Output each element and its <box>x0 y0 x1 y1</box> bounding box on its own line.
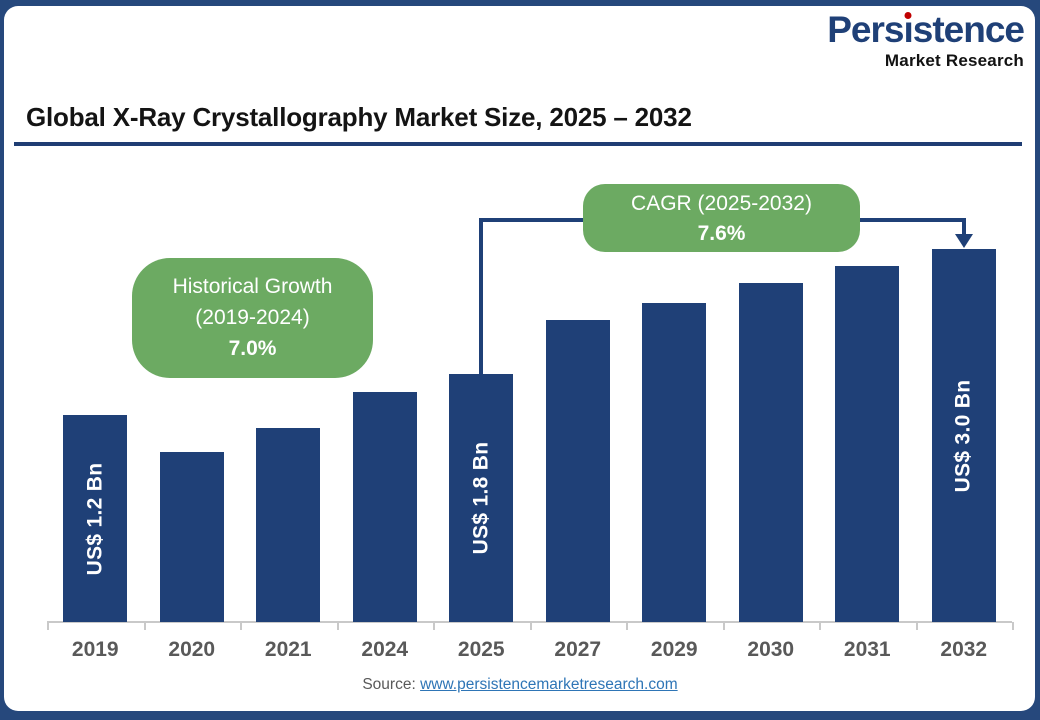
x-axis-tick <box>529 622 532 630</box>
x-axis-label-2021: 2021 <box>264 638 312 661</box>
x-axis-tick <box>143 622 146 630</box>
arrow-down-icon <box>954 234 973 248</box>
connector-riser-2025 <box>479 218 484 374</box>
bar-2020 <box>159 452 224 622</box>
bar-value-label-wrap: US$ 1.2 Bn <box>63 415 127 622</box>
brand-logo: Persıstence Market Research <box>827 9 1025 71</box>
x-axis-tick <box>240 622 242 630</box>
x-axis-label-2029: 2029 <box>650 638 698 661</box>
x-axis-label-2024: 2024 <box>361 638 409 661</box>
x-axis-label-2031: 2031 <box>843 638 891 661</box>
cagr-value: 7.6% <box>697 222 746 245</box>
bar-value-label-2032: US$ 3.0 Bn <box>951 379 975 492</box>
x-axis-label-2027: 2027 <box>554 638 602 661</box>
bar-value-label-2025: US$ 1.8 Bn <box>469 441 493 555</box>
chart-title: Global X-Ray Crystallography Market Size… <box>26 102 692 132</box>
x-axis-tick <box>626 622 628 630</box>
logo-text-part2: stence <box>912 9 1025 50</box>
bar-2024 <box>352 392 417 622</box>
historical-growth-callout: Historical Growth (2019-2024) 7.0% <box>132 258 373 378</box>
bar-2021 <box>256 428 321 622</box>
connector-arrow-stub <box>961 218 966 235</box>
x-axis-label-2019: 2019 <box>71 638 119 661</box>
logo-dotless-i-red-dot: ı <box>903 9 913 50</box>
brand-subtitle: Market Research <box>884 50 1024 70</box>
logo-text-part1: Pers <box>827 9 904 50</box>
bar-2027 <box>545 320 610 622</box>
x-axis-label-2020: 2020 <box>168 638 216 661</box>
x-axis-tick <box>1012 622 1014 630</box>
source-link[interactable]: www.persistencemarketresearch.com <box>420 676 678 693</box>
cagr-callout: CAGR (2025-2032) 7.6% <box>583 184 860 252</box>
source-line: Source: www.persistencemarketresearch.co… <box>0 676 1040 694</box>
historical-growth-period: (2019-2024) <box>195 306 310 329</box>
x-axis-label-2025: 2025 <box>457 638 505 661</box>
bar-2032: US$ 3.0 Bn <box>931 249 996 622</box>
x-axis-label-2032: 2032 <box>940 638 988 661</box>
bar-2031 <box>835 266 900 622</box>
historical-growth-label: Historical Growth <box>172 275 333 298</box>
brand-name: Persıstence <box>827 9 1025 50</box>
bar-value-label-2019: US$ 1.2 Bn <box>83 462 107 575</box>
source-label: Source: <box>362 676 416 693</box>
title-underline <box>14 142 1022 146</box>
x-axis-tick <box>336 622 339 630</box>
x-axis-tick <box>722 622 725 630</box>
x-axis-tick <box>47 622 49 630</box>
bar-value-label-wrap: US$ 3.0 Bn <box>932 249 996 622</box>
x-axis-tick <box>915 622 918 630</box>
x-axis-tick <box>433 622 435 630</box>
x-axis-tick <box>819 622 821 630</box>
bar-2025: US$ 1.8 Bn <box>449 374 514 622</box>
bar-2030 <box>738 283 803 622</box>
bar-2029 <box>642 303 707 622</box>
cagr-label: CAGR (2025-2032) <box>631 192 812 215</box>
bar-2019: US$ 1.2 Bn <box>63 415 128 622</box>
x-axis-label-2030: 2030 <box>747 638 795 661</box>
historical-growth-value: 7.0% <box>228 337 277 360</box>
bar-value-label-wrap: US$ 1.8 Bn <box>449 374 513 622</box>
